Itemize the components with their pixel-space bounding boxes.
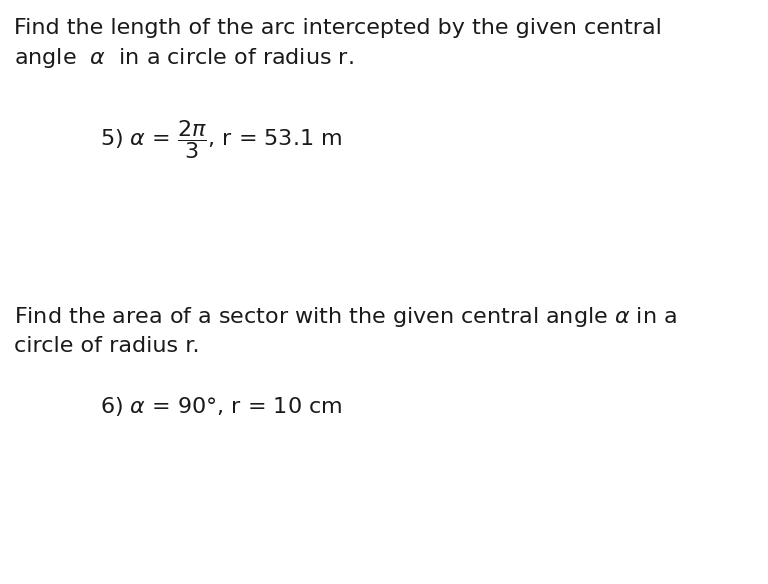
Text: 6) $\alpha$ = 90°, r = 10 cm: 6) $\alpha$ = 90°, r = 10 cm [100,395,343,418]
Text: 5) $\alpha$ = $\dfrac{2\pi}{3}$, r = 53.1 m: 5) $\alpha$ = $\dfrac{2\pi}{3}$, r = 53.… [100,118,342,161]
Text: Find the length of the arc intercepted by the given central
angle  $\alpha$  in : Find the length of the arc intercepted b… [14,18,662,70]
Text: Find the area of a sector with the given central angle $\alpha$ in a
circle of r: Find the area of a sector with the given… [14,305,677,356]
